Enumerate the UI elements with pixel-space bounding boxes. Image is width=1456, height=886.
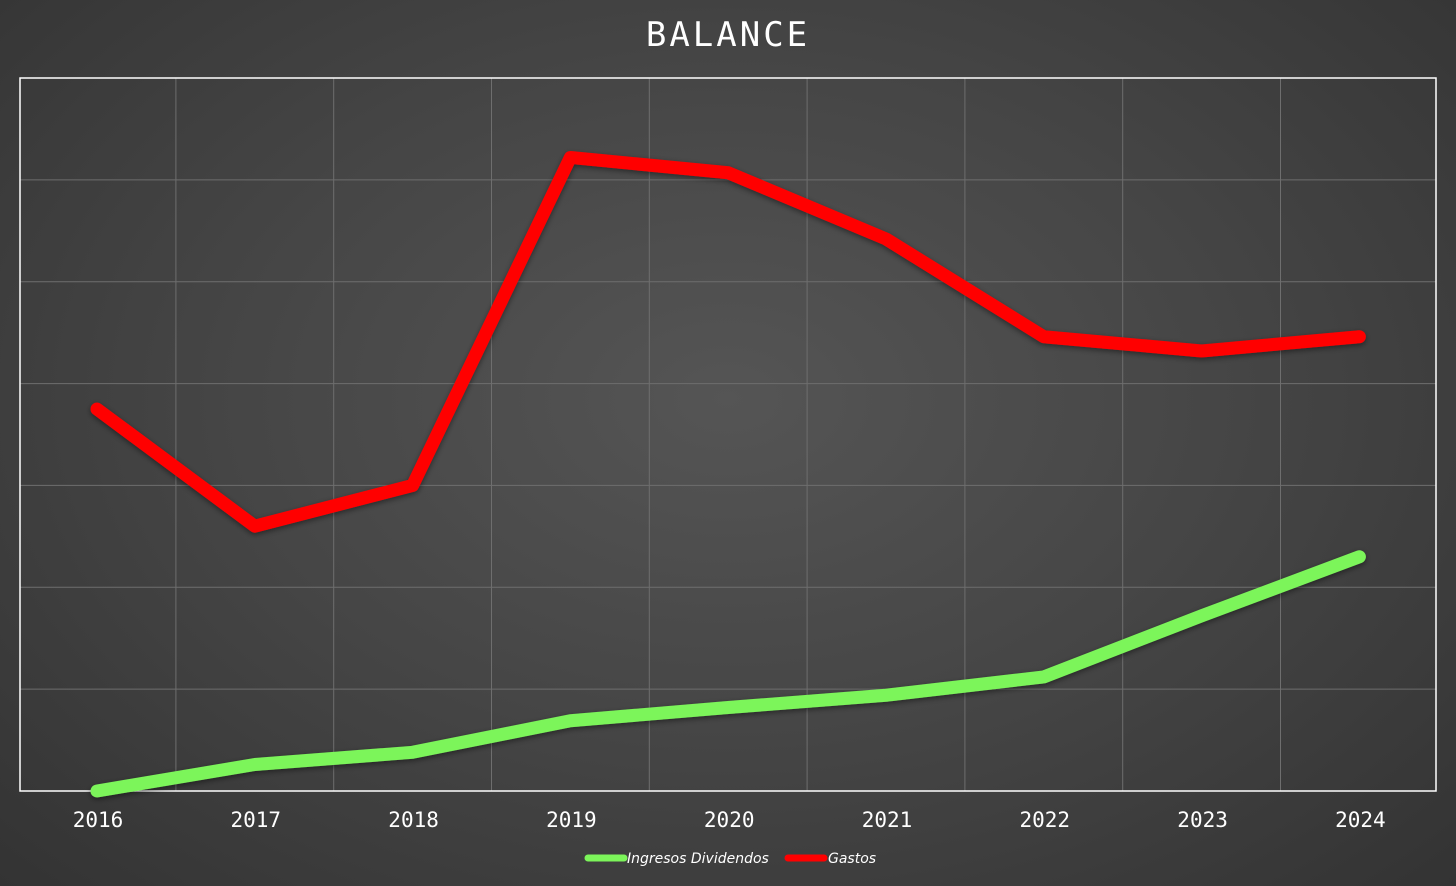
series-line-ingresos-dividendos (90, 550, 1366, 798)
x-tick-label: 2020 (704, 808, 755, 832)
plot-area-border (19, 77, 1437, 792)
x-tick-label: 2024 (1335, 808, 1386, 832)
series-line-gastos (90, 150, 1366, 533)
legend: Ingresos Dividendos Gastos (584, 851, 876, 867)
legend-label: Gastos (828, 851, 876, 867)
grid (20, 78, 1436, 791)
chart-title: BALANCE (646, 15, 810, 55)
x-tick-label: 2023 (1177, 808, 1228, 832)
x-tick-label: 2019 (546, 808, 597, 832)
x-tick-label: 2016 (73, 808, 124, 832)
legend-label: Ingresos Dividendos (627, 851, 769, 867)
series-layer (90, 150, 1366, 798)
x-axis-ticks: 2016 2017 2018 2019 2020 2021 2022 2023 2024 (73, 808, 1386, 832)
x-tick-label: 2017 (231, 808, 282, 832)
x-tick-label: 2022 (1020, 808, 1071, 832)
x-tick-label: 2018 (388, 808, 439, 832)
x-tick-label: 2021 (862, 808, 913, 832)
